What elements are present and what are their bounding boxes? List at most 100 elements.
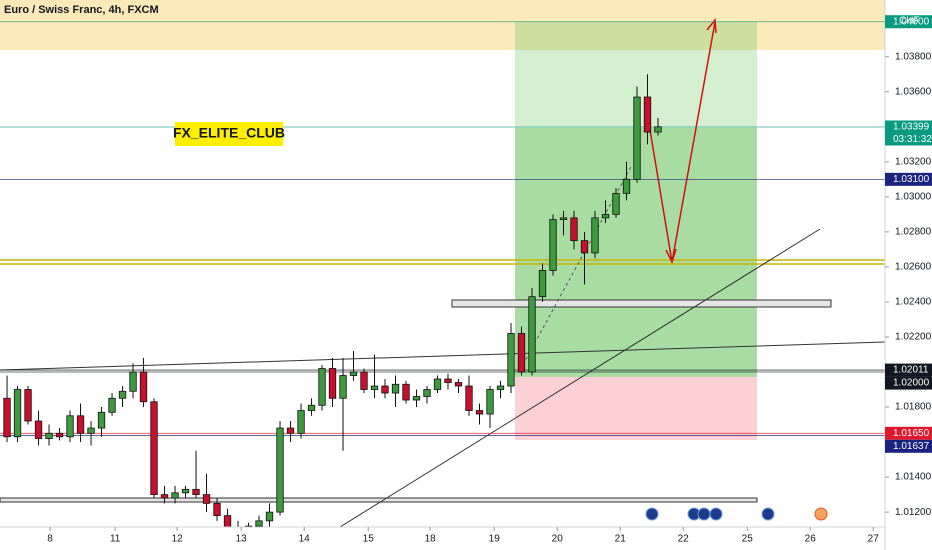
chart-title: Euro / Swiss Franc, 4h, FXCM (4, 4, 159, 16)
candle-body (181, 488, 190, 494)
candle-body (265, 511, 274, 522)
x-tick-label: 26 (805, 534, 817, 545)
candle-body (87, 427, 95, 434)
y-tick-label: 1.03600 (895, 86, 932, 97)
price-tag-label: 1.03100 (893, 174, 930, 185)
arrow-head (665, 248, 677, 265)
candle-body (139, 371, 148, 403)
price-tag (885, 172, 932, 186)
candle-body (570, 217, 578, 242)
event-icon (709, 507, 723, 521)
currency: CHF (899, 15, 920, 26)
candle-body (370, 385, 379, 390)
x-tick-label: 18 (425, 534, 437, 545)
candle-body (76, 415, 85, 434)
annotation-box (175, 122, 283, 146)
price-tag (885, 426, 932, 440)
candle-body (391, 383, 400, 394)
candle-body (654, 126, 662, 133)
candle-body (202, 494, 211, 504)
candle-body (213, 502, 221, 517)
candle-body (402, 383, 410, 401)
y-tick-label: 1.02400 (895, 297, 932, 308)
candle-body (591, 217, 599, 254)
countdown: 03:31:32 (893, 134, 932, 145)
candle-body (580, 240, 589, 254)
candle-body (307, 404, 316, 411)
candle-body (475, 410, 484, 415)
candle-body (633, 96, 641, 180)
candle-body (612, 192, 620, 215)
candle-body (55, 432, 64, 438)
candle-body (171, 492, 179, 499)
x-tick-label: 8 (47, 534, 53, 545)
y-tick-label: 1.02800 (895, 227, 932, 238)
candle-body (538, 270, 547, 298)
candle-body (97, 411, 106, 429)
x-tick-label: 20 (552, 534, 564, 545)
candle-body (349, 371, 358, 376)
y-tick-label: 1.02200 (895, 332, 932, 343)
x-tick-label: 15 (363, 534, 375, 545)
trend-line (339, 228, 821, 527)
candle-body (255, 520, 263, 527)
candle-body (486, 389, 494, 415)
candle-body (496, 385, 505, 390)
candle-body (150, 401, 158, 495)
x-tick-label: 21 (615, 534, 627, 545)
candle-body (601, 213, 610, 219)
candle-body (381, 385, 389, 394)
stop-zone (515, 377, 757, 440)
arrow-head (706, 18, 717, 34)
price-tag-label: 1.01637 (893, 441, 930, 452)
candle-body (276, 427, 284, 513)
event-icons (645, 507, 828, 521)
y-tick-label: 1.02600 (895, 262, 932, 273)
candle-body (235, 530, 242, 534)
x-tick-label: 25 (742, 534, 754, 545)
gray-zone (0, 497, 758, 503)
countdown-tag (885, 133, 932, 146)
price-tag (885, 363, 932, 377)
candle-body (465, 385, 473, 411)
overlap-zone (515, 22, 757, 50)
price-tag (885, 376, 932, 390)
price-tag-label: 1.01650 (893, 428, 930, 439)
candle-body (318, 368, 326, 406)
candle-body (286, 427, 295, 434)
y-tick-label: 1.03000 (895, 191, 932, 202)
candle-body (528, 296, 536, 373)
y-tick-label: 1.03800 (895, 51, 932, 62)
candle-body (129, 371, 137, 392)
candle-body (454, 382, 463, 387)
candle-body (423, 389, 431, 397)
candle-body (118, 390, 127, 399)
candle-body (66, 415, 74, 438)
candle-body (549, 219, 557, 271)
candle-body (622, 178, 631, 194)
candle-body (108, 397, 116, 413)
event-icon (645, 507, 659, 521)
candle-body (13, 389, 22, 438)
candle-body (223, 515, 232, 527)
candle-body (328, 368, 337, 399)
candle-body (507, 333, 515, 387)
candle-body (192, 488, 200, 495)
candle-body (34, 420, 43, 439)
candle-body (559, 217, 568, 221)
x-tick-label: 14 (299, 534, 311, 545)
y-tick-label: 1.01400 (895, 472, 932, 483)
x-tick-label: 19 (489, 534, 501, 545)
gray-zone (451, 299, 832, 308)
price-tag (885, 15, 932, 29)
candle-body (3, 397, 11, 438)
price-tag-label: 1.02000 (893, 378, 930, 389)
price-tag-label: 1.02011 (893, 365, 929, 376)
y-tick-label: 1.03200 (895, 156, 932, 167)
price-tag (885, 120, 932, 134)
candle-body (643, 96, 652, 133)
candle-body (444, 378, 452, 383)
annotation: FX_ELITE_CLUB (173, 125, 285, 141)
y-tick-label: 1.01800 (895, 402, 932, 413)
x-tick-label: 27 (868, 534, 880, 545)
